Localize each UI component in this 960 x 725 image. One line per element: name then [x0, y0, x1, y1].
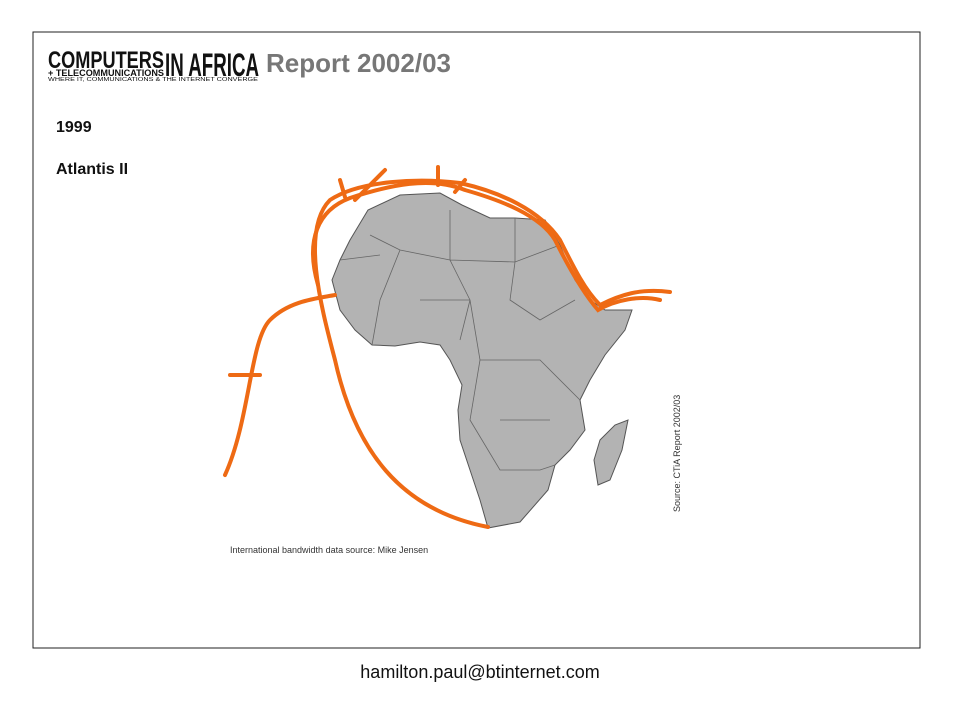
cable-name: Atlantis II [56, 161, 128, 178]
borders [339, 210, 581, 471]
madagascar [593, 419, 629, 486]
footer-email: hamilton.paul@btinternet.com [360, 662, 599, 682]
cable [223, 293, 337, 477]
cable [453, 178, 467, 194]
logo-main-right: IN AFRICA [165, 47, 259, 83]
cable [311, 180, 662, 313]
cable [338, 178, 347, 199]
cable [312, 178, 672, 529]
header-title: Report 2002/03 [266, 48, 451, 78]
year: 1999 [56, 119, 92, 136]
map-source: Source: CTiA Report 2002/03 [672, 395, 682, 512]
africa-mainland [331, 192, 633, 529]
logo-tagline: WHERE IT, COMMUNICATIONS & THE INTERNET … [48, 77, 259, 83]
africa-map [331, 192, 633, 529]
logo-main-left: COMPUTERS [48, 47, 164, 74]
cable [353, 168, 387, 202]
bandwidth-source: International bandwidth data source: Mik… [230, 545, 428, 555]
logo-sub: + TELECOMMUNICATIONS [48, 68, 164, 78]
cables [223, 165, 672, 529]
